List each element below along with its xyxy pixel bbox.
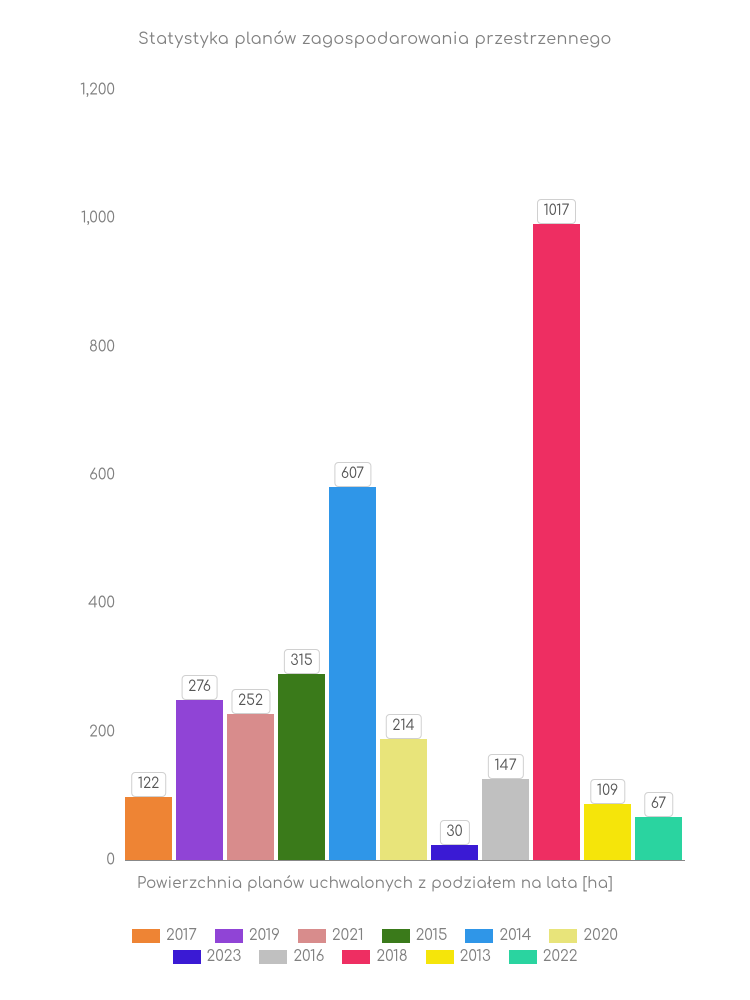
y-tick-label: 400 bbox=[88, 595, 115, 612]
bar-2015 bbox=[278, 674, 325, 860]
legend-item-2023: 2023 bbox=[173, 948, 242, 965]
plot-area: 122 276 252 315 607 214 30 147 1017 109 67 bbox=[125, 90, 685, 860]
legend-label: 2014 bbox=[499, 927, 531, 944]
bar-2020 bbox=[380, 739, 427, 860]
legend-item-2022: 2022 bbox=[509, 948, 578, 965]
legend-swatch bbox=[509, 950, 537, 964]
y-tick-label: 1,000 bbox=[81, 210, 115, 227]
bar-2019 bbox=[176, 700, 223, 860]
bar-value-label: 147 bbox=[487, 754, 523, 779]
bar-2017 bbox=[125, 797, 172, 860]
bar-value-label: 276 bbox=[181, 675, 218, 700]
legend-item-2021: 2021 bbox=[298, 927, 364, 944]
legend-item-2020: 2020 bbox=[549, 927, 618, 944]
legend-label: 2013 bbox=[460, 948, 491, 965]
chart-title: Statystyka planów zagospodarowania przes… bbox=[50, 30, 700, 48]
bar-value-label: 315 bbox=[283, 649, 319, 674]
chart-container: Statystyka planów zagospodarowania przes… bbox=[50, 30, 700, 970]
bar-2014 bbox=[329, 487, 376, 860]
legend-label: 2022 bbox=[543, 948, 578, 965]
legend-swatch bbox=[298, 929, 326, 943]
bar-value-label: 109 bbox=[590, 779, 625, 804]
legend-item-2019: 2019 bbox=[215, 927, 280, 944]
bar-value-label: 67 bbox=[644, 792, 674, 817]
legend-item-2015: 2015 bbox=[382, 927, 448, 944]
bar-value-label: 1017 bbox=[537, 199, 577, 224]
legend-swatch bbox=[173, 950, 201, 964]
legend-label: 2015 bbox=[416, 927, 448, 944]
bar-value-label: 214 bbox=[385, 714, 421, 739]
legend-item-2013: 2013 bbox=[426, 948, 491, 965]
bar-value-label: 30 bbox=[439, 820, 469, 845]
x-baseline bbox=[125, 860, 685, 861]
legend-swatch bbox=[259, 950, 287, 964]
legend-label: 2018 bbox=[376, 948, 407, 965]
legend-swatch bbox=[426, 950, 454, 964]
bar-value-label: 252 bbox=[231, 689, 270, 714]
bar-2021 bbox=[227, 714, 274, 860]
y-tick-label: 200 bbox=[89, 723, 115, 740]
legend-swatch bbox=[132, 929, 160, 943]
bar-2018 bbox=[533, 224, 580, 860]
legend-label: 2021 bbox=[332, 927, 364, 944]
legend-swatch bbox=[549, 929, 577, 943]
bar-2022 bbox=[635, 817, 682, 860]
legend-item-2017: 2017 bbox=[132, 927, 197, 944]
bar-2013 bbox=[584, 804, 631, 860]
legend-label: 2017 bbox=[166, 927, 197, 944]
y-axis: 02004006008001,0001,200 bbox=[70, 90, 125, 860]
legend-item-2016: 2016 bbox=[259, 948, 324, 965]
legend-label: 2019 bbox=[249, 927, 280, 944]
legend-swatch bbox=[465, 929, 493, 943]
legend-item-2014: 2014 bbox=[465, 927, 531, 944]
legend-swatch bbox=[382, 929, 410, 943]
bar-2023 bbox=[431, 845, 478, 860]
bar-2016 bbox=[482, 779, 529, 860]
y-tick-label: 800 bbox=[89, 338, 115, 355]
bar-value-label: 122 bbox=[131, 772, 167, 797]
x-axis-label: Powierzchnia planów uchwalonych z podzia… bbox=[50, 875, 700, 892]
legend-swatch bbox=[342, 950, 370, 964]
y-tick-label: 1,200 bbox=[80, 82, 115, 99]
y-tick-label: 600 bbox=[89, 467, 115, 484]
legend-label: 2023 bbox=[207, 948, 242, 965]
legend: 2017 2019 2021 2015 2014 2020 2023 2016 2018 2013… bbox=[50, 927, 700, 965]
legend-label: 2020 bbox=[583, 927, 618, 944]
bar-value-label: 607 bbox=[334, 462, 371, 487]
legend-swatch bbox=[215, 929, 243, 943]
legend-item-2018: 2018 bbox=[342, 948, 407, 965]
legend-label: 2016 bbox=[293, 948, 324, 965]
y-tick-label: 0 bbox=[106, 852, 115, 869]
